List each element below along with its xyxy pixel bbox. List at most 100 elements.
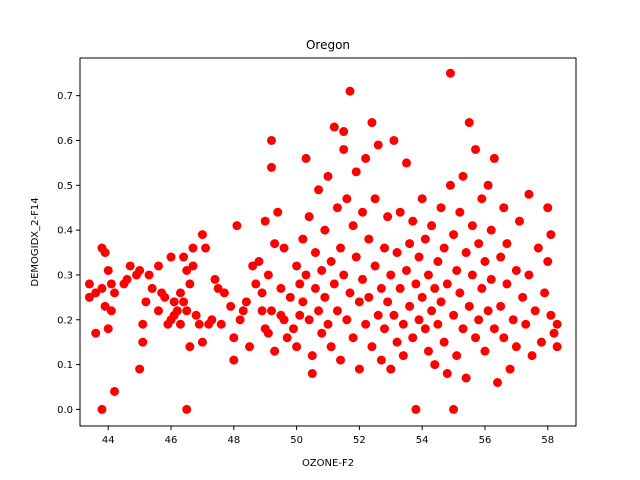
data-point [423, 346, 433, 356]
data-point [505, 364, 515, 374]
data-point [339, 127, 349, 137]
data-point [106, 306, 116, 316]
data-point [543, 257, 553, 266]
data-point [417, 194, 427, 204]
data-point [405, 301, 415, 311]
data-point [326, 257, 336, 266]
data-point [122, 274, 132, 284]
data-point [455, 207, 465, 217]
data-point [486, 225, 496, 235]
data-point [395, 207, 405, 217]
y-tick-label: 0.7 [57, 91, 73, 102]
data-point [235, 315, 245, 325]
data-point [383, 212, 393, 222]
data-point [288, 324, 298, 334]
data-point [449, 310, 459, 320]
data-point [414, 252, 424, 262]
data-point [248, 261, 258, 271]
data-point [549, 328, 559, 338]
x-tick-label: 58 [541, 435, 554, 446]
data-point [524, 189, 534, 199]
data-point [392, 337, 402, 347]
data-point [191, 310, 201, 320]
data-point [84, 292, 94, 302]
y-tick-label: 0.0 [57, 405, 73, 416]
data-point [179, 297, 189, 307]
data-point [496, 252, 506, 262]
x-tick-label: 50 [290, 435, 303, 446]
data-point [314, 185, 324, 195]
x-axis-label: OZONE-F2 [302, 458, 354, 469]
data-point [138, 337, 148, 347]
data-point [464, 118, 474, 128]
data-point [420, 324, 430, 334]
data-point [533, 243, 543, 253]
data-point [408, 333, 418, 343]
data-point [518, 292, 528, 302]
data-point [144, 270, 154, 280]
data-point [464, 301, 474, 311]
data-point [317, 265, 327, 275]
data-point [332, 203, 342, 213]
data-point [461, 248, 471, 258]
data-point [389, 135, 399, 145]
data-point [433, 319, 443, 329]
data-point [257, 288, 267, 298]
data-point [295, 310, 305, 320]
data-point [207, 315, 217, 325]
data-point [314, 306, 324, 316]
data-point [546, 230, 556, 240]
data-point [511, 342, 521, 352]
data-point [135, 364, 145, 374]
data-point [527, 351, 537, 361]
data-point [370, 194, 380, 204]
points-layer [84, 68, 562, 414]
data-point [326, 342, 336, 352]
data-point [100, 301, 110, 311]
data-point [175, 288, 185, 298]
data-point [455, 288, 465, 298]
data-point [339, 144, 349, 154]
data-point [175, 319, 185, 329]
data-point [499, 333, 509, 343]
data-point [499, 203, 509, 213]
data-point [185, 342, 195, 352]
data-point [480, 257, 490, 266]
data-point [383, 297, 393, 307]
x-tick-label: 54 [416, 435, 429, 446]
data-point [188, 243, 198, 253]
data-point [103, 324, 113, 334]
data-point [182, 404, 192, 414]
data-point [386, 270, 396, 280]
chart-title: Oregon [306, 38, 350, 52]
data-point [110, 288, 120, 298]
data-point [307, 351, 317, 361]
data-point [373, 310, 383, 320]
data-point [298, 234, 308, 244]
data-point [480, 346, 490, 356]
data-point [502, 279, 512, 289]
data-point [423, 270, 433, 280]
data-point [304, 212, 314, 222]
data-point [100, 248, 110, 258]
data-point [467, 221, 477, 231]
data-point [536, 337, 546, 347]
data-point [483, 180, 493, 190]
data-point [329, 279, 339, 289]
data-point [182, 306, 192, 316]
data-point [370, 261, 380, 271]
data-point [229, 333, 239, 343]
data-point [521, 319, 531, 329]
data-point [524, 270, 534, 280]
data-point [279, 315, 289, 325]
data-point [458, 324, 468, 334]
data-point [445, 68, 455, 78]
data-point [430, 360, 440, 370]
data-point [332, 306, 342, 316]
data-point [395, 283, 405, 293]
data-point [310, 248, 320, 258]
data-point [232, 221, 242, 231]
data-point [257, 306, 267, 316]
data-point [420, 234, 430, 244]
data-point [329, 122, 339, 132]
